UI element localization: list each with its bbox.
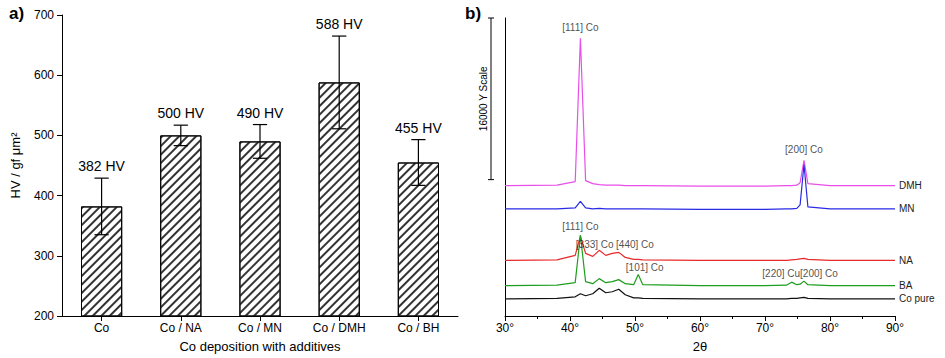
svg-text:MN: MN: [899, 203, 915, 214]
svg-text:HV / gf μm²: HV / gf μm²: [8, 132, 23, 199]
svg-text:Co pure: Co pure: [899, 293, 935, 304]
svg-text:500 HV: 500 HV: [157, 105, 204, 121]
svg-text:2θ: 2θ: [693, 339, 707, 354]
svg-text:BA: BA: [899, 280, 913, 291]
svg-text:500: 500: [34, 128, 54, 142]
svg-text:Co / BH: Co / BH: [397, 321, 439, 335]
svg-text:700: 700: [34, 8, 54, 22]
svg-text:60°: 60°: [691, 321, 709, 335]
svg-text:Co: Co: [94, 321, 110, 335]
svg-text:[333] Co: [333] Co: [576, 239, 614, 250]
svg-text:600: 600: [34, 68, 54, 82]
svg-text:70°: 70°: [756, 321, 774, 335]
svg-text:[111] Co: [111] Co: [562, 22, 599, 33]
svg-text:NA: NA: [899, 255, 913, 266]
svg-text:30°: 30°: [496, 321, 514, 335]
svg-text:80°: 80°: [821, 321, 839, 335]
svg-text:400: 400: [34, 189, 54, 203]
svg-text:455 HV: 455 HV: [395, 120, 442, 136]
svg-text:Co deposition with additives: Co deposition with additives: [179, 339, 341, 354]
svg-text:Co / NA: Co / NA: [160, 321, 202, 335]
svg-text:[200] Co: [200] Co: [800, 268, 838, 279]
svg-text:16000 Y Scale: 16000 Y Scale: [478, 66, 489, 131]
svg-text:[111] Co: [111] Co: [562, 221, 599, 232]
svg-text:b): b): [465, 4, 481, 23]
svg-text:40°: 40°: [561, 321, 579, 335]
svg-text:200: 200: [34, 309, 54, 323]
svg-text:588 HV: 588 HV: [316, 16, 363, 32]
svg-text:382 HV: 382 HV: [78, 158, 125, 174]
svg-text:490 HV: 490 HV: [237, 105, 284, 121]
svg-text:DMH: DMH: [899, 180, 922, 191]
svg-text:[440] Co: [440] Co: [616, 239, 654, 250]
svg-text:Co / DMH: Co / DMH: [313, 321, 366, 335]
svg-text:[200] Co: [200] Co: [785, 144, 823, 155]
svg-text:a): a): [9, 4, 24, 23]
svg-text:90°: 90°: [886, 321, 904, 335]
svg-text:[220] Cu: [220] Cu: [762, 268, 800, 279]
svg-text:300: 300: [34, 249, 54, 263]
svg-text:50°: 50°: [626, 321, 644, 335]
svg-text:[101] Co: [101] Co: [626, 262, 664, 273]
svg-text:Co / MN: Co / MN: [238, 321, 282, 335]
